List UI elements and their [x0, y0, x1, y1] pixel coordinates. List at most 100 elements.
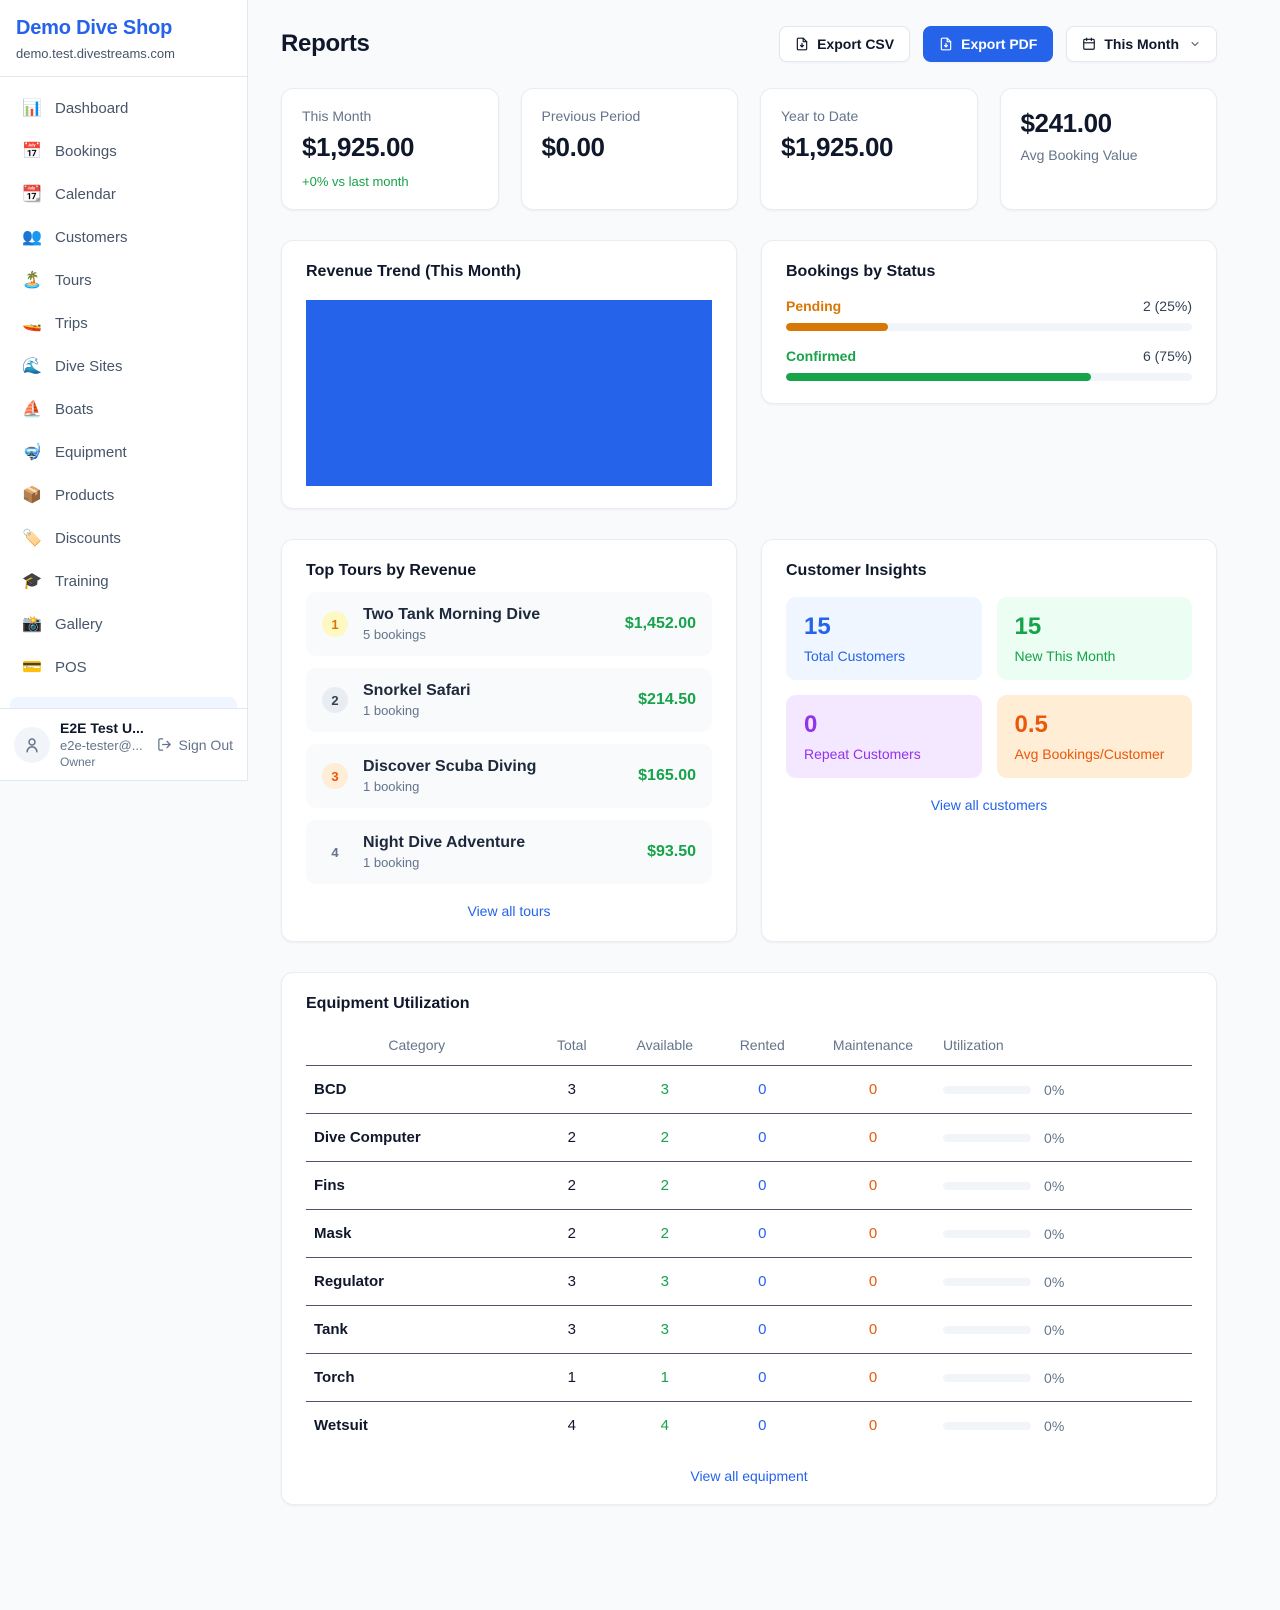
nav-item-icon: 🎓 — [22, 572, 42, 590]
equipment-total: 2 — [527, 1209, 617, 1258]
insight-box: 0.5 Avg Bookings/Customer — [996, 695, 1192, 778]
table-header-cell: Utilization — [935, 1027, 1192, 1066]
sidebar-header: Demo Dive Shop demo.test.divestreams.com — [0, 0, 247, 77]
file-download-icon — [940, 37, 952, 51]
equipment-category: Tank — [306, 1305, 528, 1354]
sidebar-nav-item[interactable]: 👥 Customers — [12, 216, 235, 259]
insights-row: Top Tours by Revenue 1 Two Tank Morning … — [281, 539, 1217, 942]
sidebar-nav-item[interactable]: 📆 Calendar — [12, 173, 235, 216]
sidebar-nav-item[interactable]: 🤿 Equipment — [12, 431, 235, 474]
status-progress-fill — [786, 373, 1091, 381]
equipment-rented: 0 — [713, 1209, 811, 1258]
equipment-utilization-card: Equipment Utilization Category Total Avail… — [281, 972, 1217, 1505]
tour-rank-badge: 2 — [322, 687, 348, 713]
equipment-rented: 0 — [713, 1161, 811, 1210]
stat-value: $1,925.00 — [302, 132, 415, 162]
sidebar-nav-item[interactable]: 🏝️ Tours — [12, 259, 235, 302]
equipment-rented: 0 — [713, 1305, 811, 1354]
utilization-bar-track — [943, 1421, 1032, 1430]
tour-info: Snorkel Safari 1 booking — [363, 682, 623, 718]
sidebar-nav-item[interactable]: 📅 Bookings — [12, 130, 235, 173]
sidebar-nav-item[interactable]: 💳 POS — [12, 646, 235, 689]
nav-item-label: Dive Sites — [55, 358, 123, 375]
sidebar-item-reports-partial[interactable] — [10, 697, 237, 708]
sidebar-nav: 📊 Dashboard 📅 Bookings 📆 Calendar 👥 Cust… — [0, 77, 247, 697]
export-pdf-button[interactable]: Export PDF — [923, 26, 1054, 62]
tour-list-item[interactable]: 4 Night Dive Adventure 1 booking $93.50 — [306, 820, 712, 884]
tour-info: Night Dive Adventure 1 booking — [363, 834, 632, 870]
insight-value: 15 — [804, 613, 831, 640]
export-csv-button[interactable]: Export CSV — [779, 26, 911, 62]
nav-item-icon: 📅 — [22, 142, 42, 160]
utilization-bar-track — [943, 1133, 1032, 1142]
tour-name: Snorkel Safari — [363, 682, 471, 699]
status-row: Pending 2 (25%) — [786, 298, 1192, 331]
insights-grid: 15 Total Customers 15 New This Month 0 R… — [786, 597, 1192, 778]
tour-name: Two Tank Morning Dive — [363, 606, 541, 623]
page-header: Reports Export CSV Export PDF This Month — [281, 26, 1217, 62]
stat-label: Previous Period — [541, 108, 641, 124]
sidebar-nav-item[interactable]: ⛵ Boats — [12, 388, 235, 431]
nav-item-label: Customers — [55, 229, 128, 246]
sidebar-nav-item[interactable]: 🎓 Training — [12, 560, 235, 603]
sidebar-nav-item[interactable]: 📦 Products — [12, 474, 235, 517]
header-actions: Export CSV Export PDF This Month — [779, 26, 1217, 62]
equipment-row: Mask 2 2 0 0 0% — [306, 1209, 1192, 1258]
equipment-utilization-cell: 0% — [935, 1257, 1192, 1306]
export-pdf-label: Export PDF — [961, 36, 1038, 52]
sidebar: Demo Dive Shop demo.test.divestreams.com… — [0, 0, 248, 781]
tour-name: Discover Scuba Diving — [363, 758, 537, 775]
equipment-total: 3 — [527, 1065, 617, 1114]
tour-bookings: 5 bookings — [363, 627, 426, 642]
utilization-label: 0% — [1044, 1081, 1065, 1098]
tour-rank-badge: 4 — [331, 844, 339, 860]
equipment-rented: 0 — [758, 1417, 767, 1434]
equipment-total: 3 — [527, 1257, 617, 1306]
sidebar-nav-item[interactable]: 🏷️ Discounts — [12, 517, 235, 560]
stat-card: Avg Booking Value $241.00 — [999, 88, 1217, 210]
tour-list-item[interactable]: 2 Snorkel Safari 1 booking $214.50 — [306, 668, 712, 732]
equipment-maintenance: 0 — [811, 1305, 936, 1354]
view-all-tours-link[interactable]: View all tours — [467, 903, 551, 919]
equipment-category: Torch — [306, 1353, 528, 1402]
tour-rank-badge: 1 — [322, 611, 348, 637]
view-all-customers-link[interactable]: View all customers — [930, 797, 1048, 813]
period-select-button[interactable]: This Month — [1066, 26, 1217, 62]
tour-list-item[interactable]: 3 Discover Scuba Diving 1 booking $165.0… — [306, 744, 712, 808]
tour-list-item[interactable]: 1 Two Tank Morning Dive 5 bookings $1,45… — [306, 592, 712, 656]
equipment-row: Wetsuit 4 4 0 0 0% — [306, 1402, 1192, 1450]
chevron-down-icon — [1191, 42, 1199, 46]
equipment-total: 4 — [567, 1417, 576, 1434]
stat-value: $241.00 — [1020, 108, 1113, 138]
equipment-maintenance: 0 — [868, 1417, 878, 1434]
export-csv-label: Export CSV — [817, 36, 895, 52]
equipment-table-header: Category Total Available Rented Maintenance U… — [306, 1027, 1192, 1066]
equipment-rented: 0 — [713, 1065, 811, 1114]
equipment-table: Category Total Available Rented Maintenance U… — [306, 1027, 1192, 1449]
nav-item-icon: 🏷️ — [22, 529, 42, 547]
stat-value: $1,925.00 — [781, 132, 894, 162]
equipment-category: Fins — [306, 1161, 528, 1210]
sidebar-nav-item[interactable]: 🚤 Trips — [12, 302, 235, 345]
equipment-total: 2 — [527, 1113, 617, 1162]
sidebar-nav-item[interactable]: 🌊 Dive Sites — [12, 345, 235, 388]
tour-rank-badge: 3 — [322, 763, 348, 789]
equipment-row: Torch 1 1 0 0 0% — [306, 1353, 1192, 1402]
utilization-label: 0% — [1044, 1321, 1065, 1338]
sidebar-nav-item[interactable]: 📊 Dashboard — [12, 87, 235, 130]
equipment-rented: 0 — [713, 1257, 811, 1306]
table-header-cell: Available — [616, 1027, 714, 1066]
status-label: Confirmed — [786, 348, 856, 364]
sign-out-button[interactable]: Sign Out — [157, 737, 233, 753]
user-info: E2E Test U... e2e-tester@... Owner — [60, 720, 147, 769]
equipment-rented: 0 — [713, 1353, 811, 1402]
status-label: Pending — [786, 298, 842, 314]
stats-row: This Month $1,925.00 +0% vs last month P… — [281, 88, 1217, 210]
status-count: 2 (25%) — [1142, 298, 1192, 314]
customer-insights-title: Customer Insights — [786, 562, 927, 579]
top-tours-title: Top Tours by Revenue — [306, 562, 477, 579]
view-all-equipment-link[interactable]: View all equipment — [690, 1468, 808, 1484]
insight-box: 0 Repeat Customers — [786, 695, 982, 778]
equipment-utilization-cell: 0% — [935, 1209, 1192, 1258]
sidebar-nav-item[interactable]: 📸 Gallery — [12, 603, 235, 646]
